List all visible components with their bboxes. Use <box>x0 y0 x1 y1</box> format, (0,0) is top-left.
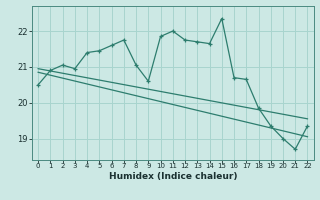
X-axis label: Humidex (Indice chaleur): Humidex (Indice chaleur) <box>108 172 237 181</box>
